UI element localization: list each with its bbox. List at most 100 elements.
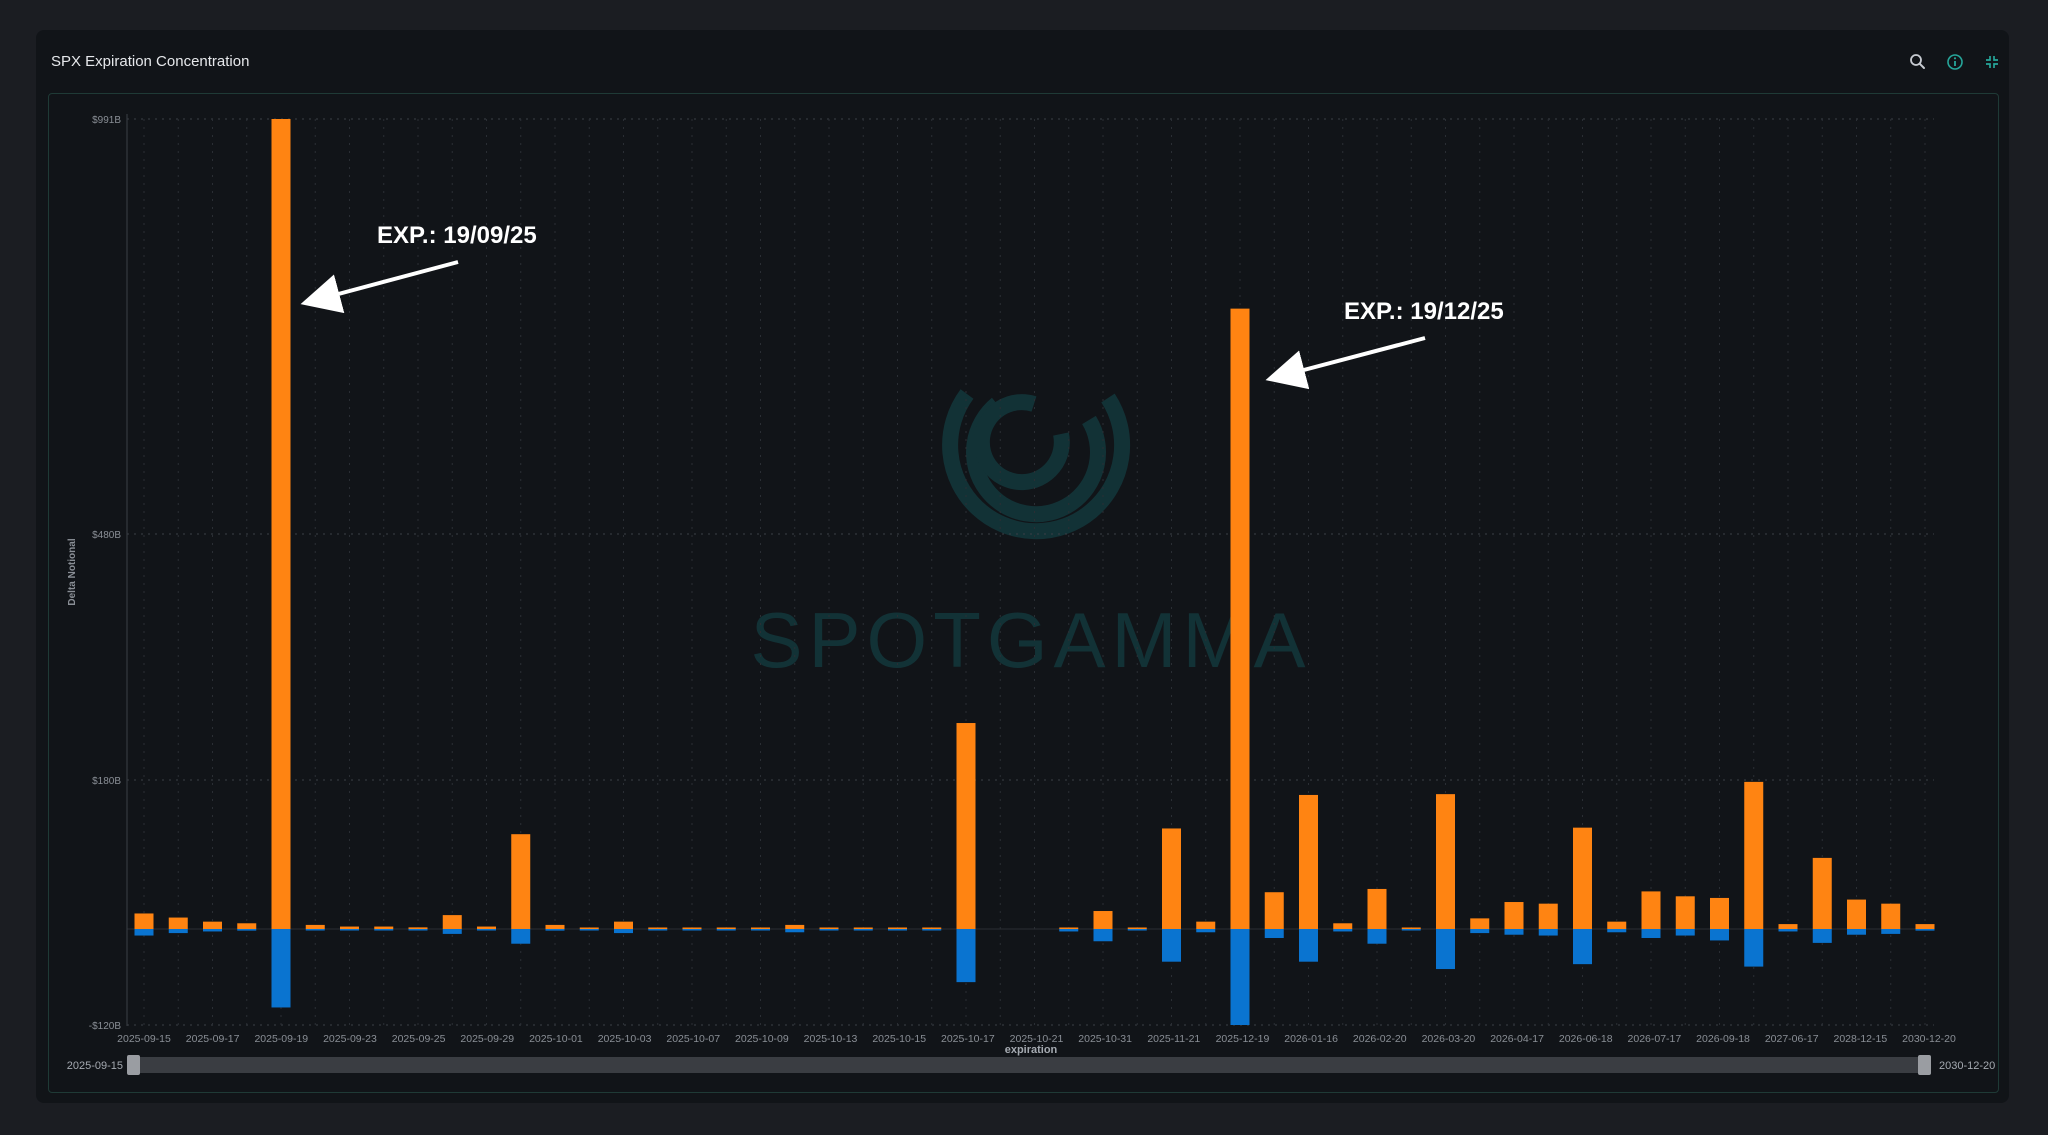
bar-positive-2025-12-19[interactable] bbox=[1230, 308, 1250, 929]
range-slider-end-handle[interactable] bbox=[1918, 1055, 1931, 1075]
bar-positive-2025-10-17[interactable] bbox=[956, 723, 976, 929]
bar-positive-2025-11-07[interactable] bbox=[1127, 927, 1147, 930]
bar-positive-2025-10-01[interactable] bbox=[545, 924, 565, 929]
bar-positive-2025-09-29[interactable] bbox=[477, 926, 496, 929]
bar-positive-2026-05-15[interactable] bbox=[1538, 903, 1558, 929]
bar-negative-2025-12-19[interactable] bbox=[1230, 929, 1250, 1025]
bar-negative-2026-01-30[interactable] bbox=[1333, 929, 1353, 932]
bar-positive-2025-10-09[interactable] bbox=[751, 927, 770, 930]
bar-positive-2025-11-28[interactable] bbox=[1196, 921, 1216, 929]
bar-positive-2025-10-06[interactable] bbox=[648, 927, 668, 930]
bar-negative-2025-10-24[interactable] bbox=[1059, 929, 1079, 932]
bar-positive-2026-01-30[interactable] bbox=[1333, 923, 1353, 929]
bar-negative-2026-07-17[interactable] bbox=[1641, 929, 1661, 938]
bar-positive-2026-06-30[interactable] bbox=[1607, 921, 1627, 929]
bar-positive-2026-03-20[interactable] bbox=[1436, 794, 1455, 929]
bar-positive-2026-07-17[interactable] bbox=[1641, 891, 1661, 929]
info-icon[interactable] bbox=[1945, 52, 1965, 72]
bar-negative-2025-09-17[interactable] bbox=[203, 929, 222, 932]
bar-positive-2026-09-18[interactable] bbox=[1710, 897, 1729, 929]
bar-negative-2025-11-21[interactable] bbox=[1162, 929, 1181, 962]
bar-negative-2026-01-16[interactable] bbox=[1299, 929, 1318, 962]
bar-positive-2026-03-31[interactable] bbox=[1470, 918, 1490, 929]
bar-positive-2025-10-24[interactable] bbox=[1059, 927, 1079, 930]
bar-positive-2025-10-10[interactable] bbox=[785, 924, 805, 929]
bar-negative-2025-10-08[interactable] bbox=[716, 929, 736, 931]
bar-positive-2029-12-21[interactable] bbox=[1881, 903, 1901, 929]
bar-negative-2025-09-18[interactable] bbox=[237, 929, 257, 931]
bar-positive-2025-10-31[interactable] bbox=[1093, 911, 1113, 929]
bar-positive-2025-10-03[interactable] bbox=[614, 921, 633, 929]
bar-negative-2025-10-16[interactable] bbox=[922, 929, 942, 931]
bar-negative-2030-12-20[interactable] bbox=[1915, 929, 1935, 931]
bar-positive-2026-02-20[interactable] bbox=[1367, 888, 1387, 929]
bar-negative-2029-12-21[interactable] bbox=[1881, 929, 1901, 934]
bar-positive-2025-09-24[interactable] bbox=[374, 926, 394, 929]
bar-positive-2025-09-22[interactable] bbox=[305, 924, 325, 929]
bar-positive-2025-09-16[interactable] bbox=[168, 917, 188, 929]
bar-negative-2026-08-21[interactable] bbox=[1675, 929, 1695, 936]
bar-positive-2025-10-16[interactable] bbox=[922, 927, 942, 930]
bar-negative-2025-09-25[interactable] bbox=[408, 929, 428, 931]
bar-positive-2025-09-17[interactable] bbox=[203, 921, 222, 929]
bar-negative-2026-04-17[interactable] bbox=[1504, 929, 1524, 935]
bar-negative-2025-10-03[interactable] bbox=[614, 929, 633, 934]
bar-positive-2030-12-20[interactable] bbox=[1915, 924, 1935, 929]
collapse-icon[interactable] bbox=[1982, 52, 2002, 72]
bar-negative-2025-09-26[interactable] bbox=[442, 929, 462, 934]
bar-negative-2025-10-06[interactable] bbox=[648, 929, 668, 931]
bar-negative-2025-10-13[interactable] bbox=[819, 929, 839, 931]
bar-positive-2025-09-18[interactable] bbox=[237, 923, 257, 929]
bar-negative-2025-10-02[interactable] bbox=[579, 929, 599, 931]
bar-negative-2026-06-30[interactable] bbox=[1607, 929, 1627, 933]
bar-negative-2025-09-23[interactable] bbox=[340, 929, 359, 931]
range-slider-start-handle[interactable] bbox=[127, 1055, 140, 1075]
bar-negative-2025-09-22[interactable] bbox=[305, 929, 325, 931]
search-icon[interactable] bbox=[1908, 52, 1928, 72]
bar-negative-2025-10-07[interactable] bbox=[682, 929, 702, 931]
bar-positive-2026-02-27[interactable] bbox=[1401, 927, 1421, 930]
bar-negative-2025-10-31[interactable] bbox=[1093, 929, 1113, 942]
bar-positive-2026-04-17[interactable] bbox=[1504, 902, 1524, 929]
bar-negative-2025-09-29[interactable] bbox=[477, 929, 496, 931]
bar-positive-2025-10-13[interactable] bbox=[819, 927, 839, 930]
bar-positive-2026-01-16[interactable] bbox=[1299, 794, 1318, 929]
bar-negative-2026-12-18[interactable] bbox=[1744, 929, 1764, 967]
bar-positive-2025-12-31[interactable] bbox=[1264, 892, 1284, 929]
bar-positive-2026-12-18[interactable] bbox=[1744, 781, 1764, 929]
bar-negative-2027-12-17[interactable] bbox=[1812, 929, 1832, 943]
bar-negative-2025-11-28[interactable] bbox=[1196, 929, 1216, 933]
range-slider-track[interactable] bbox=[131, 1057, 1926, 1073]
bar-positive-2025-09-26[interactable] bbox=[442, 915, 462, 929]
bar-positive-2027-12-17[interactable] bbox=[1812, 857, 1832, 929]
bar-positive-2025-11-21[interactable] bbox=[1162, 828, 1181, 929]
bar-negative-2026-03-20[interactable] bbox=[1436, 929, 1455, 970]
bar-positive-2025-09-25[interactable] bbox=[408, 927, 428, 929]
bar-negative-2026-02-20[interactable] bbox=[1367, 929, 1387, 944]
bar-positive-2025-10-14[interactable] bbox=[853, 927, 873, 930]
bar-negative-2026-09-18[interactable] bbox=[1710, 929, 1729, 941]
bar-negative-2026-03-31[interactable] bbox=[1470, 929, 1490, 934]
bar-negative-2025-09-16[interactable] bbox=[168, 929, 188, 934]
bar-positive-2025-10-08[interactable] bbox=[716, 927, 736, 930]
bar-negative-2025-10-14[interactable] bbox=[853, 929, 873, 931]
bar-positive-2025-10-02[interactable] bbox=[579, 927, 599, 930]
bar-negative-2025-10-17[interactable] bbox=[956, 929, 976, 983]
bar-negative-2025-09-15[interactable] bbox=[134, 929, 154, 936]
bar-negative-2025-10-10[interactable] bbox=[785, 929, 805, 933]
bar-positive-2025-09-30[interactable] bbox=[511, 834, 531, 929]
bar-negative-2025-10-15[interactable] bbox=[888, 929, 907, 931]
bar-negative-2025-09-30[interactable] bbox=[511, 929, 531, 944]
bar-positive-2025-10-07[interactable] bbox=[682, 927, 702, 930]
bar-negative-2025-10-09[interactable] bbox=[751, 929, 770, 931]
bar-negative-2026-05-15[interactable] bbox=[1538, 929, 1558, 936]
bar-negative-2026-02-27[interactable] bbox=[1401, 929, 1421, 931]
bar-positive-2025-09-23[interactable] bbox=[340, 926, 359, 929]
bar-negative-2025-09-19[interactable] bbox=[271, 929, 291, 1008]
bar-positive-2026-08-21[interactable] bbox=[1675, 896, 1695, 929]
bar-positive-2025-09-15[interactable] bbox=[134, 913, 154, 929]
bar-negative-2025-11-07[interactable] bbox=[1127, 929, 1147, 931]
bar-positive-2025-09-19[interactable] bbox=[271, 119, 291, 929]
bar-negative-2025-09-24[interactable] bbox=[374, 929, 394, 931]
bar-positive-2026-06-18[interactable] bbox=[1573, 827, 1592, 929]
